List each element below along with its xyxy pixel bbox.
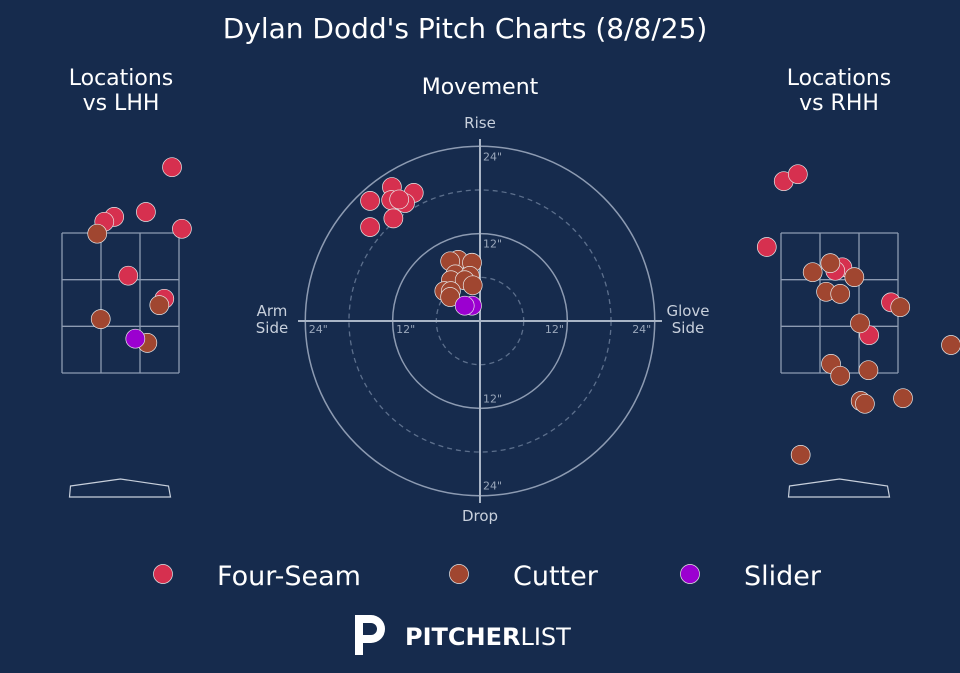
pitch-point [855, 393, 875, 414]
pitch-point [893, 388, 913, 409]
home-plate [787, 478, 891, 498]
logo-text: PITCHERLIST [405, 623, 571, 651]
x-tick-label: 12" [545, 323, 564, 336]
pitch-point [790, 445, 811, 465]
legend-label: Cutter [513, 561, 599, 592]
pitch-point [87, 223, 108, 244]
pitch-point [830, 365, 851, 386]
pitch-point [830, 284, 851, 304]
x-tick-label: 24" [309, 323, 328, 336]
y-tick-label: 24" [483, 150, 502, 163]
pitch-point [172, 218, 192, 239]
x-tick-label: 24" [632, 323, 651, 336]
pitch-point [802, 262, 823, 283]
pitch-point [454, 295, 475, 316]
legend-swatch [449, 564, 469, 584]
chart-title: Dylan Dodd's Pitch Charts (8/8/25) [223, 12, 708, 45]
pitch-point [788, 164, 808, 185]
pitch-point [756, 237, 777, 257]
panel-title: Locations vs LHH [68, 66, 174, 117]
logo-light: LIST [520, 623, 571, 651]
logo-bold: PITCHER [405, 623, 520, 651]
pitch-point [440, 287, 461, 307]
panel-title: Movement [421, 75, 539, 100]
axis-label: Rise [464, 114, 496, 132]
axis-label: Drop [461, 507, 499, 525]
pitch-point [125, 328, 146, 349]
pitch-point [858, 360, 879, 381]
legend-swatch [153, 564, 173, 584]
legend-swatch [680, 564, 700, 584]
pitch-point [844, 267, 865, 287]
legend-label: Slider [744, 561, 822, 592]
pitch-point [360, 191, 380, 211]
y-tick-label: 12" [483, 392, 502, 405]
pitch-point [383, 208, 404, 229]
pitch-point [136, 202, 156, 222]
pitch-point [850, 313, 870, 334]
panel-title: Locations vs RHH [786, 66, 892, 117]
home-plate [68, 478, 172, 498]
axis-label: Arm Side [255, 302, 289, 338]
x-tick-label: 12" [396, 323, 415, 336]
pitch-point [389, 189, 410, 210]
pitch-point [90, 309, 111, 329]
pitch-point [360, 217, 380, 237]
pitch-point [118, 265, 139, 286]
pitch-point [941, 335, 960, 355]
pitch-point [820, 253, 841, 273]
pitch-point [149, 295, 170, 315]
pitch-point [462, 275, 483, 296]
y-tick-label: 12" [483, 238, 502, 251]
y-tick-label: 24" [483, 480, 502, 493]
legend-label: Four-Seam [217, 561, 361, 592]
pitch-point [162, 157, 182, 178]
axis-label: Glove Side [666, 302, 710, 338]
logo-icon [355, 615, 385, 655]
pitch-point [890, 297, 911, 318]
